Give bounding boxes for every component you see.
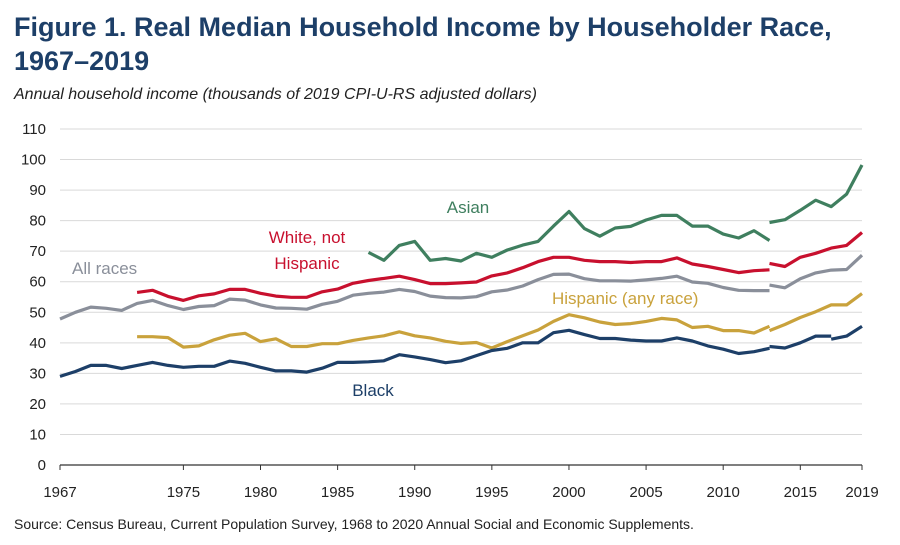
series-line-all-races <box>59 272 770 321</box>
chart-title: Figure 1. Real Median Household Income b… <box>14 12 832 76</box>
series-label-all-races: All races <box>72 259 137 278</box>
x-tick-label: 2000 <box>552 484 585 501</box>
x-tick-label: 1995 <box>475 484 508 501</box>
y-tick-label: 30 <box>29 365 46 382</box>
series-line-asian <box>367 209 771 263</box>
series-label-asian: Asian <box>447 198 490 217</box>
x-tick-label: 1985 <box>321 484 354 501</box>
x-tick-label: 2015 <box>784 484 817 501</box>
x-tick-label: 1980 <box>244 484 277 501</box>
y-tick-label: 110 <box>22 121 46 138</box>
series-line-asian <box>769 164 864 225</box>
y-tick-label: 60 <box>29 274 46 291</box>
y-tick-label: 0 <box>38 457 46 474</box>
chart-subtitle: Annual household income (thousands of 20… <box>14 86 537 103</box>
gridlines <box>60 128 862 466</box>
series-line-hispanic-any-race <box>137 313 771 350</box>
series-label-hispanic-any-race: Hispanic (any race) <box>552 289 698 308</box>
x-tick-label: 2005 <box>629 484 662 501</box>
y-tick-label: 80 <box>29 213 46 230</box>
y-axis-ticks: 0 10 20 30 40 50 60 70 80 90 100 110 <box>21 121 46 474</box>
series-line-black <box>59 328 770 378</box>
series-line-black <box>830 324 863 341</box>
x-tick-label: 1975 <box>167 484 200 501</box>
y-tick-label: 50 <box>29 304 46 321</box>
x-tick-label: 1967 <box>43 484 76 501</box>
series-line-all-races <box>769 254 864 290</box>
series-line-black <box>769 334 832 350</box>
y-tick-label: 70 <box>29 243 46 260</box>
x-axis-ticks: 1967 1975 1980 1985 1990 1995 2000 2005 2010 2015… <box>43 465 879 501</box>
x-tick-label: 2019 <box>845 484 878 501</box>
series-line-white-not-hispanic <box>136 255 770 302</box>
y-tick-label: 20 <box>29 396 46 413</box>
y-tick-label: 10 <box>29 426 46 443</box>
y-tick-label: 100 <box>21 152 46 169</box>
series-label-line: White, not <box>269 228 346 247</box>
series-label-white-not-hispanic: White, not Hispanic <box>269 228 346 273</box>
x-tick-label: 2010 <box>707 484 740 501</box>
x-tick-label: 1990 <box>398 484 431 501</box>
series-lines <box>59 164 864 378</box>
y-tick-label: 90 <box>29 182 46 199</box>
series-label-black: Black <box>352 381 394 400</box>
y-tick-label: 40 <box>29 335 46 352</box>
source-note: Source: Census Bureau, Current Populatio… <box>14 516 694 532</box>
series-line-hispanic-any-race <box>768 292 863 333</box>
series-label-line: Hispanic <box>274 254 340 273</box>
series-line-white-not-hispanic <box>769 231 864 269</box>
series-labels: All races White, not Hispanic Asian Hispanic… <box>72 198 698 400</box>
